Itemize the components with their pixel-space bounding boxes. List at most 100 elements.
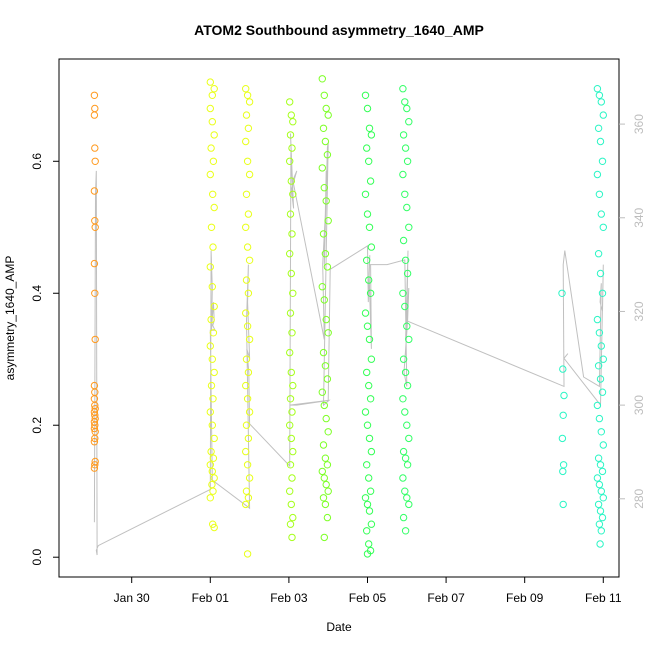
data-point [401,527,410,535]
data-point [594,454,603,462]
data-point [245,256,254,264]
data-point [210,203,218,212]
y-tick-label: 0.2 [30,417,44,434]
data-point [595,520,604,528]
data-point [319,230,328,238]
data-point [208,355,217,363]
data-point [208,467,217,476]
data-point [363,144,371,152]
data-point [363,322,372,330]
data-point [91,289,99,297]
data-point [242,355,251,363]
data-point [365,223,374,232]
data-point [321,500,330,509]
data-point [286,421,294,429]
data-point [401,302,409,311]
data-point [323,263,332,271]
data-point [320,401,328,410]
data-point [242,421,251,429]
data-point [361,190,370,199]
data-point [321,362,330,370]
data-point [209,243,217,251]
data-point [243,550,252,558]
data-point [596,461,605,469]
y2-tick-label: 340 [632,207,646,227]
series-deploy-5 [318,75,332,542]
data-point [286,348,294,357]
data-point [597,428,605,436]
data-point [91,335,99,344]
data-point [288,230,296,238]
data-point [320,474,328,482]
data-point [403,421,411,429]
data-point [365,540,373,548]
series-deploy-8 [558,289,568,509]
data-point [403,381,412,390]
data-point [243,322,252,330]
data-point [242,487,251,495]
data-point [593,85,602,93]
data-point [321,137,330,146]
data-point [594,362,603,370]
x-tick-label: Feb 09 [506,591,544,605]
data-point [207,223,216,232]
data-point [244,494,253,502]
data-point [593,401,602,410]
axes-layer: Jan 30 Feb 01 Feb 03 Feb 05 Feb 07 Feb 09 Feb … [30,114,646,605]
data-point [365,381,373,390]
data-point [559,500,567,509]
data-point [322,414,330,423]
data-point [286,520,295,528]
data-point [594,124,603,133]
data-point [399,170,407,179]
data-point [320,91,328,100]
data-point [367,355,376,363]
series-deploy-4 [286,98,297,542]
data-point [243,395,252,403]
data-point [363,550,372,558]
data-point [595,190,604,199]
data-point [207,315,215,324]
data-point [210,85,218,93]
data-point [90,438,99,446]
data-point [365,474,373,482]
points-layer [90,75,607,558]
data-point [363,527,371,535]
data-point [318,467,326,476]
data-point [324,111,332,119]
data-point [242,85,250,93]
data-point [286,395,295,403]
data-point [363,104,372,113]
data-point [243,243,252,251]
data-point [244,368,253,377]
data-point [366,395,375,403]
data-point [206,461,215,469]
data-point [208,283,217,291]
data-point [363,256,371,264]
data-point [598,513,607,522]
data-point [595,480,604,489]
y-tick-label: 0.4 [30,285,44,302]
data-point [399,131,408,139]
data-point [90,91,99,100]
data-point [399,513,408,522]
data-point [559,365,567,373]
data-point [594,500,603,509]
data-point [319,441,328,449]
data-point [367,131,376,139]
data-point [405,335,413,344]
data-point [322,104,330,113]
data-point [286,250,294,258]
data-point [597,98,605,106]
data-point [209,190,217,199]
y2-tick-label: 320 [632,301,646,321]
data-point [405,118,413,126]
data-point [558,289,566,297]
data-point [286,210,295,218]
y2-tick-label: 300 [632,395,646,415]
data-point [596,540,604,548]
data-point [598,388,607,396]
data-point [324,217,332,225]
data-point [399,355,408,363]
data-point [289,381,297,390]
